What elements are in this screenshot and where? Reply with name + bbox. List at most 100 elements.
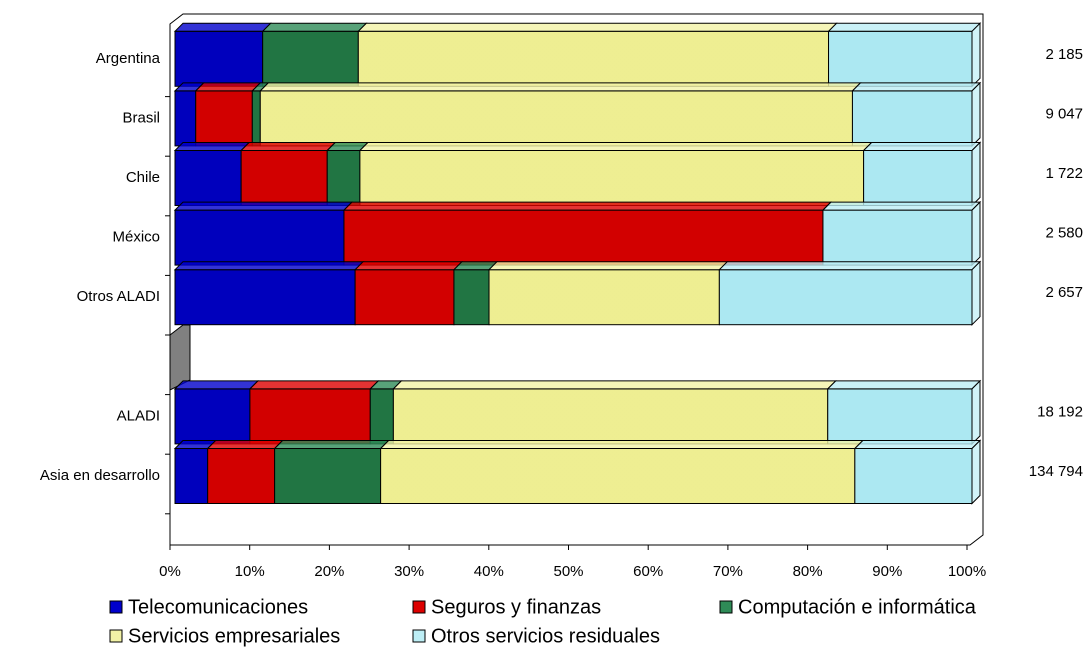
- y-tick-label: Argentina: [96, 50, 161, 67]
- bar-shade: [355, 269, 454, 325]
- x-tick-label: 10%: [235, 563, 265, 580]
- bar-shade: [393, 388, 828, 444]
- bar-shade: [358, 31, 829, 87]
- bar-end: [971, 439, 981, 505]
- bar-shade: [327, 150, 360, 206]
- bar-end: [971, 379, 981, 446]
- legend-label: Otros servicios residuales: [431, 625, 660, 647]
- bar-top: [173, 142, 251, 151]
- x-tick-label: 30%: [394, 563, 424, 580]
- bar-shade: [249, 388, 371, 444]
- legend-label: Computación e informática: [738, 596, 977, 618]
- bar-shade: [863, 150, 972, 206]
- y-tick-label: Otros ALADI: [77, 288, 160, 305]
- x-tick-label: 90%: [872, 563, 902, 580]
- x-tick-label: 50%: [553, 563, 583, 580]
- y-tick-label: Chile: [126, 169, 160, 186]
- bar-top: [358, 142, 873, 151]
- bar-top: [821, 201, 982, 211]
- bar-shade: [854, 448, 972, 504]
- bar-top: [173, 380, 260, 390]
- x-tick-label: 80%: [793, 563, 823, 580]
- bar-end: [971, 200, 981, 267]
- bar-top: [487, 261, 729, 271]
- bar-shade: [175, 210, 344, 266]
- bar-shade: [241, 150, 328, 206]
- x-tick-label: 0%: [159, 563, 181, 580]
- bar-top: [853, 440, 982, 449]
- y-tick-label: México: [112, 229, 160, 246]
- total-label: 2 580: [1045, 225, 1083, 242]
- legend-swatch: [109, 600, 123, 614]
- total-label: 2 185: [1045, 46, 1083, 63]
- bar-shade: [852, 90, 972, 146]
- bar-end: [971, 260, 981, 326]
- left-wall: [169, 324, 191, 391]
- bar-top: [862, 142, 982, 151]
- y-tick-label: ALADI: [117, 407, 160, 424]
- bar-top: [173, 261, 365, 271]
- legend-label: Servicios empresariales: [128, 625, 340, 647]
- bar-shade: [453, 269, 490, 325]
- bar-top: [173, 201, 354, 211]
- bar-top: [273, 440, 390, 449]
- legend-swatch: [412, 629, 426, 643]
- bar-top: [718, 261, 982, 271]
- bar-top: [392, 380, 837, 390]
- bar-shade: [489, 269, 720, 325]
- legend-swatch: [719, 600, 733, 614]
- bar-top: [194, 82, 262, 92]
- bar-shade: [207, 448, 275, 504]
- bar-top: [851, 82, 982, 92]
- bar-shade: [175, 269, 356, 325]
- bar-shade: [343, 210, 823, 266]
- bar-shade: [252, 90, 261, 146]
- x-tick-label: 60%: [633, 563, 663, 580]
- bar-shade: [828, 31, 972, 87]
- legend-swatch: [109, 629, 123, 643]
- bar-top: [353, 261, 464, 271]
- bar-shade: [274, 448, 381, 504]
- y-tick-label: Asia en desarrollo: [40, 467, 160, 484]
- total-label: 9 047: [1045, 105, 1083, 122]
- bar-shade: [175, 448, 208, 504]
- bar-top: [248, 380, 380, 390]
- bar-top: [342, 201, 833, 211]
- bar-shade: [175, 90, 196, 146]
- bar-shade: [175, 150, 242, 206]
- bar-top: [173, 22, 272, 32]
- x-tick-label: 70%: [713, 563, 743, 580]
- bar-shade: [260, 90, 853, 146]
- bar-shade: [175, 31, 263, 87]
- total-label: 134 794: [1029, 463, 1083, 480]
- bar-top: [261, 22, 368, 32]
- bar-top: [206, 440, 284, 449]
- legend-label: Telecomunicaciones: [128, 596, 308, 618]
- bar-shade: [175, 388, 250, 444]
- bar-shade: [370, 388, 394, 444]
- bar-top: [259, 82, 862, 92]
- bar-end: [971, 81, 981, 148]
- bar-shade: [719, 269, 972, 325]
- bar-top: [826, 380, 982, 390]
- bar-top: [827, 22, 982, 32]
- bar-top: [357, 22, 838, 32]
- total-label: 1 722: [1045, 165, 1083, 182]
- x-tick-label: 40%: [474, 563, 504, 580]
- total-label: 2 657: [1045, 284, 1083, 301]
- bar-shade: [262, 31, 359, 87]
- bar-end: [971, 141, 981, 207]
- bar-shade: [380, 448, 855, 504]
- bar-shade: [195, 90, 253, 146]
- bar-end: [971, 22, 981, 88]
- y-tick-label: Brasil: [122, 109, 160, 126]
- x-tick-label: 100%: [948, 563, 986, 580]
- bar-shade: [827, 388, 972, 444]
- x-tick-label: 20%: [314, 563, 344, 580]
- bar-top: [379, 440, 865, 449]
- legend-swatch: [412, 600, 426, 614]
- bar-shade: [822, 210, 972, 266]
- bar-top: [239, 142, 337, 151]
- bar-shade: [359, 150, 864, 206]
